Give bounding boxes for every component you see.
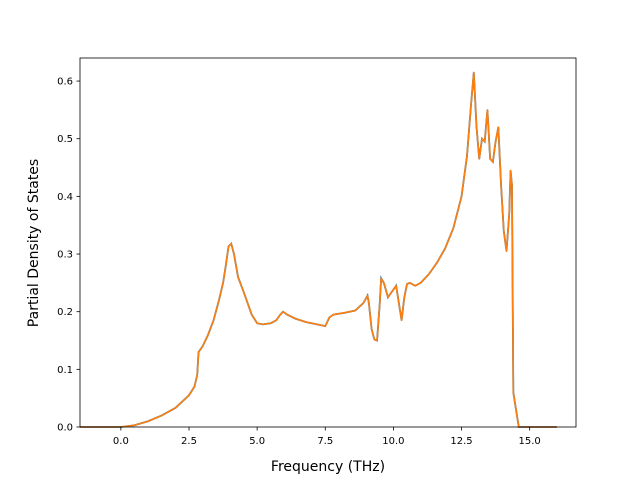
y-tick-label: 0.0	[57, 423, 73, 434]
series-0-line	[80, 71, 557, 428]
x-axis-label: Frequency (THz)	[271, 459, 385, 475]
x-tick-label: 2.5	[181, 436, 197, 447]
y-tick-label: 0.5	[57, 134, 73, 145]
x-tick-label: 5.0	[249, 436, 265, 447]
axes-frame	[79, 57, 577, 428]
y-tick-label: 0.1	[57, 365, 73, 376]
y-tick-label: 0.6	[57, 77, 73, 88]
y-tick-label: 0.3	[57, 250, 73, 261]
plot-area	[80, 71, 557, 428]
x-tick-label: 15.0	[519, 436, 541, 447]
y-tick-label: 0.4	[57, 192, 73, 203]
y-tick-label: 0.2	[57, 307, 73, 318]
x-tick-label: 0.0	[113, 436, 129, 447]
x-axis-ticks: 0.0 2.5 5.0 7.5 10.0 12.5 15.0	[113, 427, 541, 447]
y-axis-ticks: 0.0 0.1 0.2 0.3 0.4 0.5 0.6	[57, 77, 80, 434]
x-tick-label: 12.5	[450, 436, 472, 447]
y-axis-label: Partial Density of States	[26, 159, 42, 327]
x-tick-label: 10.0	[382, 436, 404, 447]
x-tick-label: 7.5	[317, 436, 333, 447]
